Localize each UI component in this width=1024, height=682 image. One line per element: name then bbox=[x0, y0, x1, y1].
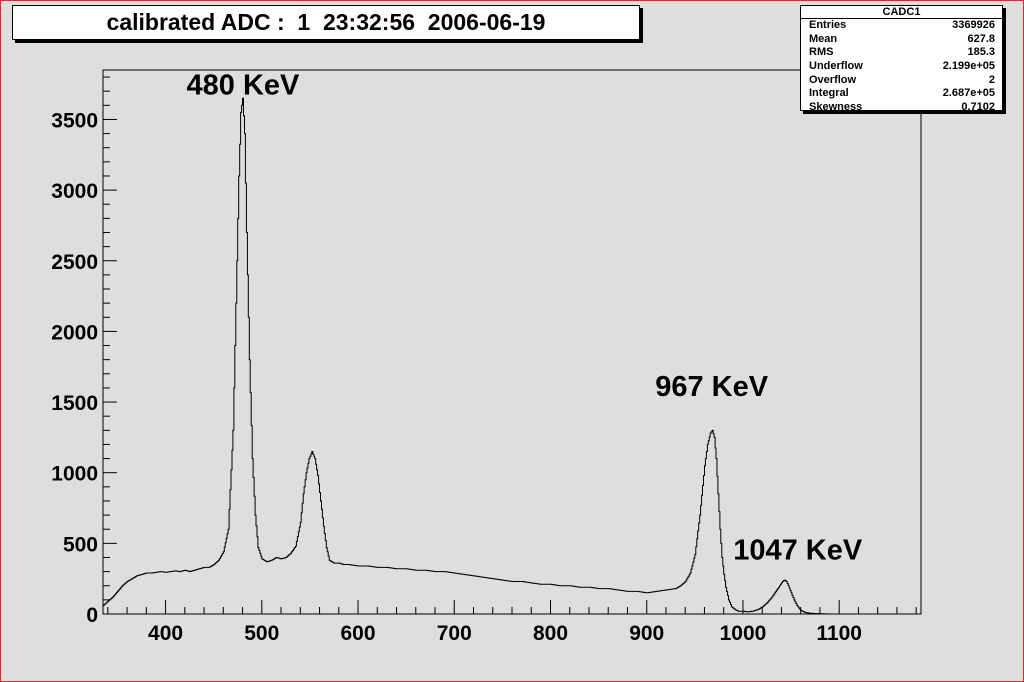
stats-row-integral: Integral 2.687e+05 bbox=[801, 87, 1002, 101]
x-tick-label: 1100 bbox=[816, 622, 862, 645]
histogram-line bbox=[103, 97, 921, 615]
x-tick-label: 900 bbox=[629, 622, 664, 645]
stats-value: 0.7102 bbox=[961, 101, 995, 114]
x-tick-label: 1000 bbox=[720, 622, 767, 645]
stats-value: 2.199e+05 bbox=[942, 60, 995, 73]
stats-row-skewness: Skewness 0.7102 bbox=[801, 101, 1002, 115]
stats-row-overflow: Overflow 2 bbox=[801, 74, 1002, 88]
y-tick-label: 1000 bbox=[51, 463, 98, 486]
peak-annotation: 967 KeV bbox=[655, 371, 769, 403]
y-tick-label: 1500 bbox=[51, 392, 98, 415]
y-tick-label: 2500 bbox=[51, 251, 98, 274]
y-tick-label: 2000 bbox=[51, 321, 98, 344]
histogram-title: calibrated ADC : 1 23:32:56 2006-06-19 bbox=[12, 5, 640, 40]
peak-annotation: 480 KeV bbox=[187, 69, 301, 101]
stats-value: 2 bbox=[988, 73, 995, 86]
stats-value: 185.3 bbox=[967, 46, 995, 59]
stats-value: 627.8 bbox=[967, 32, 995, 45]
stats-row-underflow: Underflow 2.199e+05 bbox=[801, 60, 1002, 74]
stats-value: 3369926 bbox=[952, 19, 995, 31]
y-tick-label: 3500 bbox=[51, 109, 98, 132]
y-tick-label: 3000 bbox=[51, 180, 98, 203]
x-tick-label: 800 bbox=[533, 622, 568, 645]
stats-box: CADC1 Entries 3369926 Mean 627.8 RMS 185.3 Und… bbox=[800, 5, 1003, 113]
x-tick-label: 700 bbox=[437, 622, 472, 645]
stats-label: Overflow bbox=[809, 73, 857, 86]
stats-label: Mean bbox=[809, 32, 838, 45]
stats-row-entries: Entries 3369926 bbox=[801, 19, 1002, 33]
stats-row-rms: RMS 185.3 bbox=[801, 46, 1002, 60]
peak-annotation: 1047 KeV bbox=[733, 535, 863, 567]
x-tick-label: 500 bbox=[244, 622, 279, 645]
stats-rows: Entries 3369926 Mean 627.8 RMS 185.3 Underflow… bbox=[801, 19, 1002, 115]
x-tick-label: 400 bbox=[148, 622, 183, 645]
stats-value: 2.687e+05 bbox=[942, 87, 995, 100]
stats-label: Underflow bbox=[809, 60, 863, 73]
y-tick-label: 500 bbox=[63, 533, 98, 556]
x-tick-label: 600 bbox=[341, 622, 376, 645]
plot-frame bbox=[102, 69, 922, 615]
stats-row-mean: Mean 627.8 bbox=[801, 33, 1002, 47]
y-tick-label: 0 bbox=[86, 604, 98, 627]
stats-label: Entries bbox=[809, 19, 847, 31]
stats-label: Integral bbox=[809, 87, 849, 100]
stats-name: CADC1 bbox=[801, 6, 1002, 19]
stats-label: RMS bbox=[809, 46, 834, 59]
stats-label: Skewness bbox=[809, 101, 863, 114]
